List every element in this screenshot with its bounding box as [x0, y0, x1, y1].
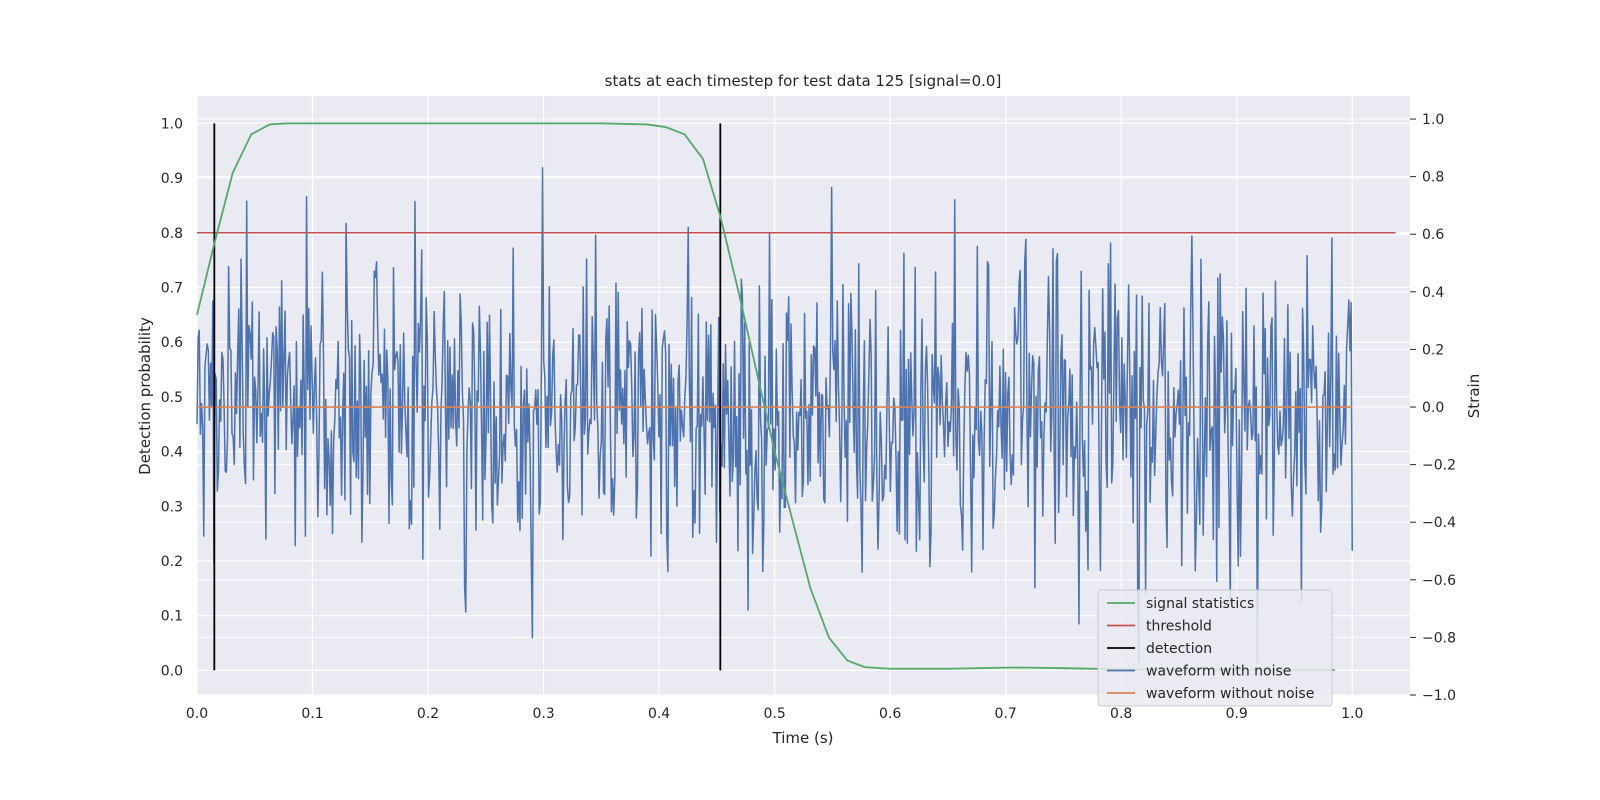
- x-axis-label: Time (s): [772, 729, 834, 747]
- chart-title: stats at each timestep for test data 125…: [605, 72, 1002, 90]
- x-tick-label: 0.5: [763, 706, 785, 722]
- right-y-tick-label: 0.0: [1422, 400, 1444, 416]
- right-y-tick-label: 0.4: [1422, 285, 1444, 301]
- left-y-tick-label: 0.3: [161, 499, 183, 515]
- right-y-tick-label: −1.0: [1422, 688, 1456, 704]
- series-signal-statistics: [196, 122, 1335, 671]
- x-tick-label: 0.3: [532, 706, 554, 722]
- legend-label: threshold: [1146, 619, 1212, 635]
- x-tick-label: 0.1: [301, 706, 323, 722]
- left-y-tick-label: 0.0: [161, 663, 183, 679]
- x-axis-ticks: 0.0 0.1 0.2 0.3 0.4 0.5 0.6 0.7 0.8 0.9 1.0: [186, 706, 1364, 722]
- right-y-axis-ticks: −1.0 −0.8 −0.6 −0.4 −0.2 0.0 0.2 0.4 0.6 0.8 1.0: [1410, 112, 1456, 704]
- right-y-tick-label: −0.6: [1422, 573, 1456, 589]
- left-y-tick-label: 0.7: [161, 280, 183, 296]
- x-tick-label: 0.2: [417, 706, 439, 722]
- left-y-tick-label: 0.4: [161, 445, 183, 461]
- left-y-tick-label: 0.9: [161, 171, 183, 187]
- left-y-tick-label: 0.2: [161, 554, 183, 570]
- legend-label: waveform with noise: [1146, 664, 1291, 680]
- right-y-tick-label: −0.8: [1422, 630, 1456, 646]
- left-y-tick-label: 1.0: [161, 116, 183, 132]
- legend: signal statistics threshold detection wavef…: [1097, 589, 1333, 707]
- right-y-tick-label: 0.2: [1422, 342, 1444, 358]
- x-tick-label: 0.9: [1226, 706, 1248, 722]
- left-y-tick-label: 0.8: [161, 226, 183, 242]
- right-y-tick-label: 0.8: [1422, 170, 1444, 186]
- left-y-axis-label: Detection probability: [136, 317, 154, 475]
- left-y-tick-label: 0.6: [161, 335, 183, 351]
- right-y-tick-label: −0.2: [1422, 458, 1456, 474]
- x-tick-label: 1.0: [1341, 706, 1363, 722]
- right-y-tick-label: −0.4: [1422, 515, 1456, 531]
- left-y-axis-ticks: 0.0 0.1 0.2 0.3 0.4 0.5 0.6 0.7 0.8 0.9 1.0: [161, 116, 183, 679]
- x-tick-label: 0.0: [186, 706, 208, 722]
- right-y-tick-label: 1.0: [1422, 112, 1444, 128]
- x-tick-label: 0.4: [648, 706, 670, 722]
- lines-layer: [196, 122, 1396, 671]
- x-tick-label: 0.6: [879, 706, 901, 722]
- right-y-tick-label: 0.6: [1422, 227, 1444, 243]
- legend-label: waveform without noise: [1146, 686, 1314, 702]
- left-y-tick-label: 0.1: [161, 609, 183, 625]
- legend-label: signal statistics: [1146, 596, 1254, 612]
- legend-label: detection: [1146, 641, 1212, 657]
- legend-box: [1097, 589, 1333, 707]
- x-tick-label: 0.8: [1110, 706, 1132, 722]
- right-y-axis-label: Strain: [1465, 374, 1483, 418]
- x-tick-label: 0.7: [995, 706, 1017, 722]
- left-y-tick-label: 0.5: [161, 390, 183, 406]
